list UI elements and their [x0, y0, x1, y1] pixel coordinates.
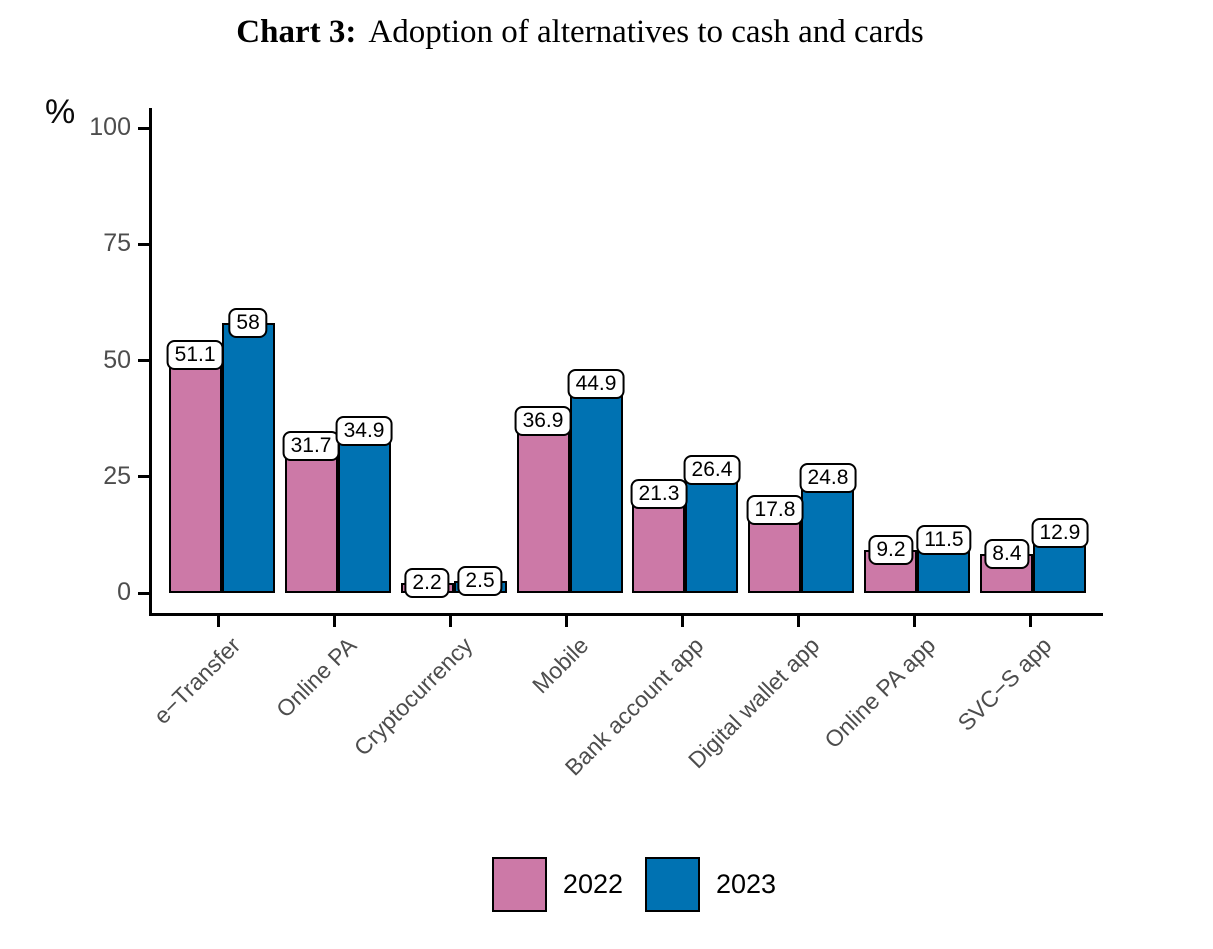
- legend-item-2022: 2022: [491, 857, 623, 912]
- bar-2022-3: [516, 421, 570, 593]
- bar-2023-3: [569, 384, 623, 593]
- value-label-2022-0: 51.1: [166, 340, 224, 371]
- bar-2023-0: [221, 323, 275, 593]
- legend-item-2023: 2023: [645, 857, 776, 912]
- y-axis-tick-100: [138, 126, 149, 130]
- bar-2022-0: [168, 355, 222, 593]
- y-axis-label-0: 0: [117, 578, 131, 606]
- bar-2023-1: [337, 430, 391, 593]
- x-axis-tick-0: [217, 616, 221, 627]
- value-label-2023-1: 34.9: [335, 415, 393, 446]
- x-axis-tick-7: [1028, 616, 1032, 627]
- y-axis-unit-label: %: [45, 93, 76, 131]
- value-label-2023-5: 24.8: [799, 462, 857, 493]
- legend-label-2022: 2022: [562, 869, 623, 899]
- x-axis-tick-6: [912, 616, 916, 627]
- value-label-2022-6: 9.2: [868, 535, 914, 566]
- plot-panel: 51.1 58 31.7 34.9 2.2 2.5 36.9 44.9 21.3 26.4 17.8…: [149, 108, 1103, 616]
- x-axis-tick-2: [449, 616, 453, 627]
- value-label-2022-7: 8.4: [984, 538, 1030, 569]
- bar-2022-1: [284, 445, 338, 593]
- x-axis-label-1: Online PA: [270, 632, 361, 723]
- value-label-2023-6: 11.5: [916, 524, 972, 555]
- y-axis-label-100: 100: [89, 113, 131, 141]
- x-axis-label-6: Online PA app: [819, 632, 941, 754]
- y-axis-tick-50: [138, 359, 149, 362]
- y-axis-label-25: 25: [103, 461, 131, 490]
- bar-2023-4: [685, 470, 739, 593]
- legend-label-2023: 2023: [716, 869, 777, 899]
- value-label-2023-3: 44.9: [567, 369, 625, 400]
- x-axis-label-4: Bank account app: [560, 632, 709, 781]
- y-axis-tick-75: [138, 242, 149, 246]
- value-label-2023-0: 58: [228, 308, 268, 339]
- legend-swatch-2022: [491, 857, 547, 912]
- chart-title-text: Adoption of alternatives to cash and car…: [368, 14, 924, 50]
- x-axis-tick-1: [333, 616, 337, 627]
- x-axis-label-7: SVC−S app: [952, 632, 1057, 736]
- value-label-2022-2: 2.2: [404, 567, 450, 598]
- y-axis-label-75: 75: [103, 229, 131, 258]
- x-axis-tick-3: [565, 616, 568, 627]
- value-label-2022-4: 21.3: [630, 478, 688, 509]
- y-axis-tick-0: [138, 591, 149, 595]
- value-label-2023-7: 12.9: [1031, 518, 1089, 548]
- y-axis-label-50: 50: [103, 345, 131, 374]
- chart-title-prefix: Chart 3:: [236, 14, 357, 50]
- value-label-2022-1: 31.7: [282, 430, 340, 461]
- x-axis-tick-4: [680, 616, 684, 627]
- y-axis-tick-25: [138, 475, 149, 479]
- x-axis-tick-5: [796, 616, 800, 627]
- value-label-2022-5: 17.8: [746, 495, 804, 526]
- bar-2023-5: [801, 477, 855, 593]
- legend: 2022 2023: [55, 857, 1213, 912]
- x-axis-label-2: Cryptocurrency: [348, 632, 477, 761]
- value-label-2023-2: 2.5: [457, 566, 503, 597]
- x-axis-label-3: Mobile: [526, 632, 593, 699]
- value-label-2023-4: 26.4: [683, 455, 741, 486]
- bar-2022-4: [632, 493, 686, 593]
- value-label-2022-3: 36.9: [514, 406, 572, 437]
- chart-title: Chart 3: Adoption of alternatives to cash…: [0, 14, 1160, 51]
- x-axis-label-5: Digital wallet app: [683, 632, 825, 774]
- legend-swatch-2023: [645, 857, 700, 912]
- x-axis-label-0: e−Transfer: [148, 632, 245, 729]
